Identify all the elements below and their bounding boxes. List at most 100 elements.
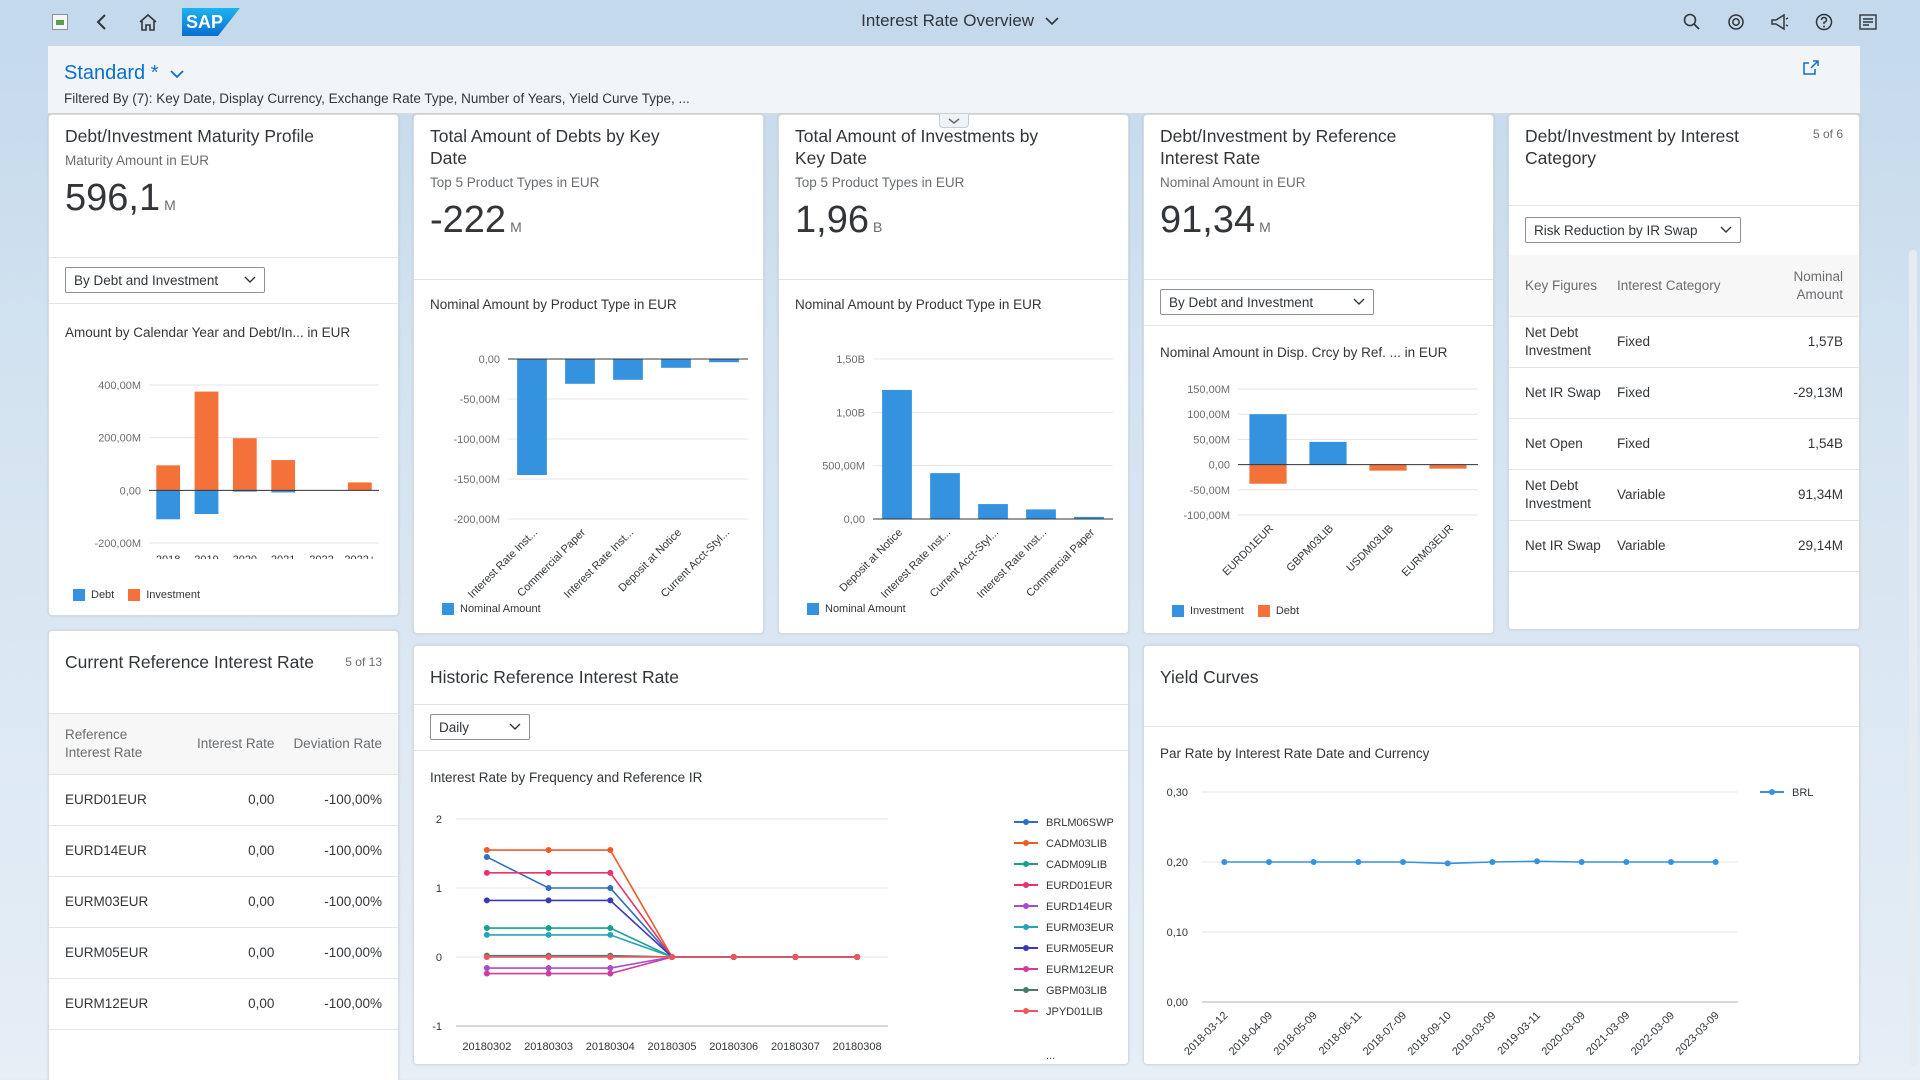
legend-item-nominal-amount[interactable]: Nominal Amount [442,603,541,615]
share-icon[interactable] [1802,60,1820,81]
historic-rate-line-chart[interactable]: 2 1 0 -1 20180302 20180303 20180304 20180305 201… [418,794,1118,1064]
y-tick-label: 0,10 [1167,927,1188,939]
view-select[interactable]: Risk Reduction by IR Swap [1525,217,1741,243]
y-tick-label: 100,00M [1187,409,1230,421]
card-title[interactable]: Debt/Investment Maturity Profile [65,126,314,146]
card-title[interactable]: Total Amount of Investments by Key Date [795,126,1039,168]
y-tick-label: 0,00 [844,514,865,526]
legend-marker [1023,861,1029,867]
card-title[interactable]: Current Reference Interest Rate [65,652,315,672]
table-row[interactable]: Net IR Swap Variable 29,14M [1509,521,1859,572]
legend-item-debt[interactable]: Debt [1257,605,1299,617]
x-tick-label: 2018-03-12 [1182,1010,1230,1058]
variant-selector[interactable]: Standard * [64,62,185,85]
debt-by-reference-rate-card[interactable]: Debt/Investment by Reference Interest Rat… [1143,114,1494,634]
chevron-down-icon[interactable] [1045,16,1059,26]
yield-curves-card[interactable]: Yield Curves Par Rate by Interest Rate D… [1143,645,1860,1065]
chevron-down-icon[interactable] [1720,226,1732,234]
chevron-up-icon[interactable] [948,117,960,125]
x-tick-label: 20180305 [648,1041,697,1053]
table-row[interactable]: Net Debt Investment Variable 91,34M [1509,470,1859,521]
table-cell: Fixed [1617,436,1651,451]
legend-swatch [73,589,85,601]
table-row[interactable]: Net Debt Investment Fixed 1,57B [1509,317,1859,368]
legend-item-investment[interactable]: Investment [128,589,200,601]
scrollbar-thumb[interactable] [1909,250,1917,1066]
card-title[interactable]: Debt/Investment by Reference Interest Rat… [1160,126,1397,168]
copilot-icon[interactable] [1724,10,1748,34]
legend-item-investment[interactable]: Investment [1172,605,1244,617]
kpi-value: 91,34 M [1160,199,1271,241]
back-icon[interactable] [90,10,114,34]
page-scrollbar[interactable] [1906,44,1920,1080]
table-cell: Fixed [1617,385,1651,400]
chevron-down-icon[interactable] [509,723,521,731]
data-point [607,970,614,977]
historic-reference-rate-card[interactable]: Historic Reference Interest Rate Daily I… [413,645,1129,1065]
y-tick-label: -50,00M [1190,485,1230,497]
table-row[interactable]: EURD14EUR 0,00 -100,00% [49,826,398,877]
variant-name[interactable]: Standard * [64,62,159,84]
chevron-down-icon[interactable] [244,276,256,284]
table-row[interactable]: Net IR Swap Fixed -29,13M [1509,368,1859,419]
yield-curve-line-chart[interactable]: 0,300,200,100,002018-03-122018-04-092018… [1148,770,1848,1065]
legend-item-nominal-amount[interactable]: Nominal Amount [807,603,906,615]
y-tick-label: 0,00 [120,485,141,497]
chart-title: Nominal Amount in Disp. Crcy by Ref. ...… [1160,345,1448,360]
interest-category-card[interactable]: Debt/Investment by Interest Category 5 of… [1508,114,1860,630]
table-cell: -100,00% [324,843,382,858]
card-title[interactable]: Historic Reference Interest Rate [430,667,679,687]
reference-rate-table: Reference Interest Rate Interest Rate De… [49,713,398,1030]
bar [709,359,739,363]
data-point [1712,859,1719,865]
search-icon[interactable] [1680,10,1704,34]
table-row[interactable]: EURM03EUR 0,00 -100,00% [49,877,398,928]
card-title[interactable]: Debt/Investment by Interest Category [1525,126,1739,168]
table-cell: 1,57B [1807,334,1843,349]
series-line [486,927,858,958]
debts-bar-chart[interactable]: 0,00-50,00M-100,00M-150,00M-200,00MInter… [418,323,758,613]
chevron-down-icon[interactable] [1353,298,1365,306]
frequency-select[interactable]: Daily [430,714,530,740]
legend-item-debt[interactable]: Debt [73,589,114,601]
app-title[interactable]: Interest Rate Overview [861,11,1035,30]
table-row[interactable]: Net Open Fixed 1,54B [1509,419,1859,470]
bar [661,359,691,368]
legend-label: CADM03LIB [1046,838,1107,850]
help-icon[interactable] [1812,10,1836,34]
table-cell: -100,00% [324,945,382,960]
notifications-icon[interactable] [1768,10,1792,34]
maturity-profile-card[interactable]: Debt/Investment Maturity Profile Maturit… [48,114,399,616]
view-select[interactable]: By Debt and Investment [1160,289,1374,315]
chevron-down-icon[interactable] [169,69,185,79]
table-row[interactable]: EURM12EUR 0,00 -100,00% [49,979,398,1030]
x-tick-label: 2018-04-09 [1227,1010,1275,1058]
maturity-bar-chart[interactable]: 400,00M 200,00M 0,00 -200,00M 2018 2019 2020 20… [59,349,389,559]
legend-marker [1023,987,1029,993]
page-header: Standard * Filtered By (7): Key Date, Di… [48,46,1860,114]
current-reference-rate-card[interactable]: Current Reference Interest Rate 5 of 13 … [48,630,399,1080]
data-point [545,847,552,854]
data-point [607,925,614,932]
x-tick-label: EURD01EUR [1221,523,1277,579]
reference-rate-bar-chart[interactable]: 150,00M100,00M50,00M0,00-50,00M-100,00ME… [1148,371,1488,601]
y-tick-label: 2 [436,814,442,826]
table-cell: 0,00 [248,843,275,858]
card-title[interactable]: Total Amount of Debts by Key Date [430,126,660,168]
data-point [607,897,614,904]
view-select[interactable]: By Debt and Investment [65,267,265,293]
x-tick-label: 2020 [233,554,257,559]
card-title[interactable]: Yield Curves [1160,667,1259,687]
debts-by-key-date-card[interactable]: Total Amount of Debts by Key Date Top 5 P… [413,114,764,634]
investments-by-key-date-card[interactable]: Total Amount of Investments by Key Date T… [778,114,1129,634]
table-row[interactable]: EURD01EUR 0,00 -100,00% [49,775,398,826]
collapse-header-button[interactable] [939,114,969,128]
home-icon[interactable] [136,10,160,34]
y-tick-label: 0,00 [479,354,500,366]
app-title-menu[interactable]: Interest Rate Overview [0,11,1920,31]
x-tick-label: EURM03EUR [1400,523,1457,580]
y-tick-label: 1 [436,883,442,895]
user-menu-icon[interactable] [1856,10,1880,34]
table-row[interactable]: EURM05EUR 0,00 -100,00% [49,928,398,979]
